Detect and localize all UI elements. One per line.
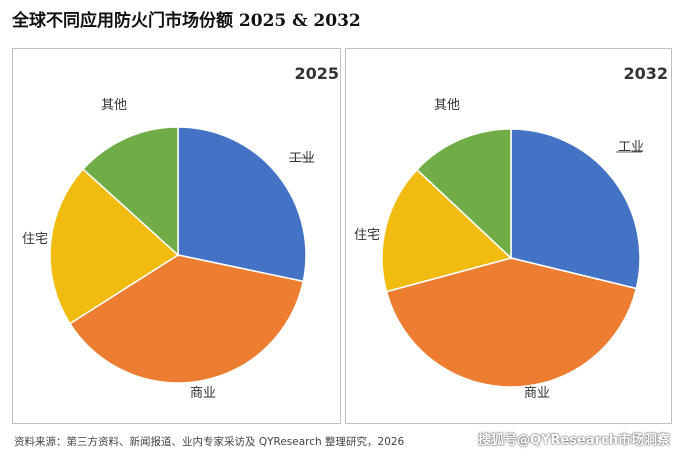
pie-slice-2025-2	[49, 168, 180, 325]
pie-slice-2032-1	[385, 257, 638, 388]
source-note: 资料来源：第三方资料、新闻报道、业内专家采访及 QYResearch 整理研究，…	[14, 436, 405, 448]
category-label-2025-2: 住宅	[22, 232, 48, 247]
pie-slice-2032-3	[415, 128, 512, 260]
category-label-2032-1: 商业	[524, 386, 550, 401]
category-label-2032-3: 其他	[434, 98, 460, 113]
category-label-2025-1: 商业	[190, 386, 216, 401]
category-label-2025-0: 工业	[289, 151, 315, 166]
watermark: 搜狐号@QYResearch市场洞察	[478, 433, 670, 448]
pie-slice-2025-3	[82, 126, 179, 257]
category-label-2032-2: 住宅	[354, 228, 380, 243]
page-title: 全球不同应用防火门市场份额 2025 & 2032	[12, 11, 361, 31]
pie-slice-2025-0	[177, 126, 307, 283]
category-label-2025-3: 其他	[101, 98, 127, 113]
chart-title-2032: 2032	[623, 64, 668, 83]
category-label-2032-0: 工业	[618, 140, 644, 155]
pie-slice-2032-2	[381, 168, 513, 293]
chart-panel-2025: 工业商业 住宅 其他 2025	[12, 48, 341, 424]
chart-title-2025: 2025	[294, 64, 339, 83]
chart-panel-2032: 工业商业 住宅 其他 2032	[345, 48, 672, 424]
pie-slice-2032-0	[510, 128, 641, 290]
